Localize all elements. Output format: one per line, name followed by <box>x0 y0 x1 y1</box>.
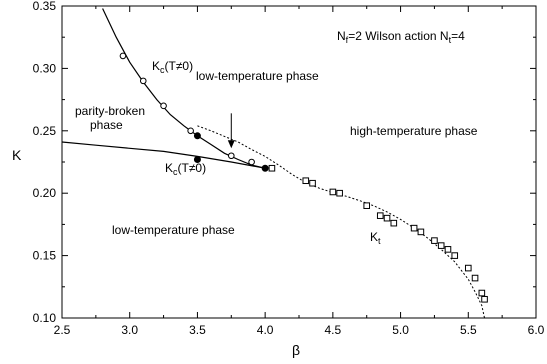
x-axis-label: β <box>292 342 300 358</box>
open-square-point <box>437 242 445 249</box>
phase-boundary-line <box>61 141 266 169</box>
y-axis-label: K <box>12 147 22 163</box>
kt-dotted-line <box>197 125 485 319</box>
open-square-point <box>390 219 398 227</box>
x-tick-label-1: 3.0 <box>121 323 138 337</box>
annotation-kc-lower: Kc(T≠0) <box>165 161 206 177</box>
axis-ticks <box>61 5 537 319</box>
arrow-head <box>227 140 235 149</box>
open-square-point <box>410 224 418 232</box>
series-2-dotted-line <box>197 125 485 319</box>
y-tick-label-4: 0.30 <box>33 61 57 75</box>
y-tick-label-1: 0.15 <box>33 249 57 263</box>
annotation-arrow <box>227 113 235 149</box>
open-square-point <box>451 252 459 259</box>
phase-boundary-line <box>102 8 266 169</box>
open-circle-point <box>187 127 194 135</box>
open-circle-point <box>248 158 255 166</box>
annotation-kc-upper: Kc(T≠0) <box>152 59 193 75</box>
series-5-open-square <box>268 164 488 303</box>
open-square-point <box>302 177 310 185</box>
y-tick-label-3: 0.25 <box>33 124 57 138</box>
open-square-point <box>444 246 452 253</box>
annotation-parity-broken-line1: parity-broken <box>75 104 145 118</box>
x-tick-label-7: 6.0 <box>528 323 545 337</box>
annotation-conditions: Nf=2 Wilson action Nt=4 <box>337 29 465 45</box>
open-square-point <box>268 164 276 172</box>
open-circle-point <box>119 52 127 60</box>
x-tick-label-4: 4.5 <box>325 323 342 337</box>
open-square-point <box>309 179 316 187</box>
open-square-point <box>431 237 438 244</box>
series-1-solid-line <box>102 8 266 169</box>
filled-circle-point <box>193 156 201 164</box>
y-tick-label-2: 0.20 <box>33 186 57 200</box>
open-square-point <box>336 189 343 197</box>
open-circle-point <box>227 152 235 160</box>
y-tick-label-5: 0.35 <box>33 0 57 13</box>
annotation-high-temp: high-temperature phase <box>350 124 478 138</box>
x-tick-label-5: 5.0 <box>392 323 409 337</box>
open-square-point <box>363 202 371 209</box>
open-square-point <box>464 264 472 272</box>
open-square-point <box>417 228 425 236</box>
open-square-point <box>478 289 486 297</box>
open-square-point <box>481 295 488 303</box>
x-tick-label-3: 4.0 <box>257 323 274 337</box>
axis-tick-labels: 2.5 3.0 3.5 4.0 4.5 5.0 5.5 6.0 0.10 0.15 0.20 0.25… <box>33 0 545 337</box>
filled-circle-point <box>261 164 269 172</box>
open-square-point <box>329 188 337 196</box>
open-square-point <box>471 274 479 282</box>
x-tick-label-0: 2.5 <box>54 323 71 337</box>
series-4-filled-circle <box>193 132 269 172</box>
y-tick-label-0: 0.10 <box>33 311 57 325</box>
series-3-open-circle <box>119 52 255 166</box>
annotation-kt: Kt <box>370 230 381 246</box>
annotation-low-temp-upper: low-temperature phase <box>196 69 319 83</box>
series-layer <box>61 8 488 319</box>
x-tick-label-2: 3.5 <box>189 323 206 337</box>
open-square-point <box>383 214 391 222</box>
x-tick-label-6: 5.5 <box>460 323 477 337</box>
open-square-point <box>376 212 384 219</box>
annotation-low-temp-lower: low-temperature phase <box>112 223 235 237</box>
annotation-parity-broken-line2: phase <box>90 118 123 132</box>
series-0-solid-line <box>61 141 266 169</box>
plot-frame <box>61 5 537 319</box>
filled-circle-point <box>193 132 201 140</box>
open-circle-point <box>160 102 167 110</box>
open-circle-point <box>139 77 147 85</box>
